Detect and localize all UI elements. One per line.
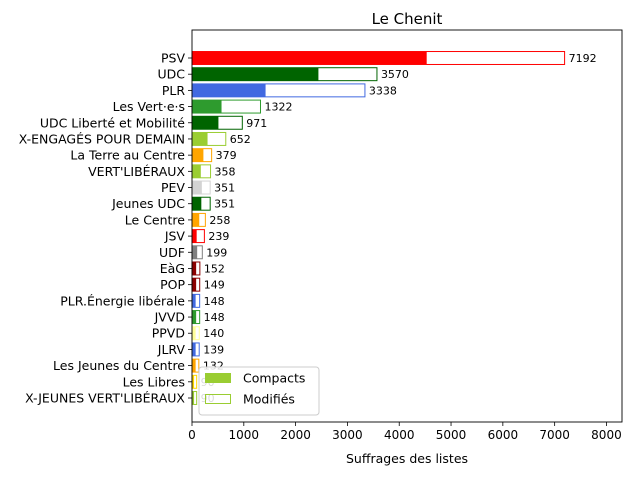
y-tick-label: JLRV [157, 342, 186, 357]
data-label: 149 [204, 279, 225, 292]
bar-compacts-3 [192, 100, 222, 114]
x-tick-label: 0 [188, 428, 196, 442]
x-tick-label: 4000 [384, 428, 415, 442]
bar-compacts-16 [192, 310, 197, 324]
bar-compacts-6 [192, 148, 204, 162]
y-tick-label: Les Libres [123, 374, 185, 389]
bar-compacts-4 [192, 116, 219, 130]
data-label: 140 [203, 327, 224, 340]
bar-compacts-14 [192, 278, 197, 292]
data-label: 358 [215, 165, 236, 178]
chart-title: Le Chenit [372, 10, 443, 28]
y-tick-label: PEV [161, 180, 185, 195]
data-label: 148 [204, 311, 225, 324]
data-label: 152 [204, 262, 225, 275]
legend-swatch-compacts [205, 373, 231, 383]
bar-compacts-13 [192, 262, 197, 275]
y-tick-label: X-JEUNES VERT'LIBÉRAUX [25, 391, 185, 406]
x-axis-title: Suffrages des listes [346, 451, 468, 466]
y-tick-label: Les Jeunes du Centre [53, 358, 185, 373]
y-tick-label: PLR.Énergie libérale [60, 293, 185, 308]
bar-compacts-19 [192, 359, 196, 373]
y-tick-label: VERT'LIBÉRAUX [88, 164, 185, 179]
bar-compacts-8 [192, 181, 202, 194]
legend-label: Compacts [243, 371, 305, 386]
data-label: 7192 [569, 52, 597, 65]
data-label: 351 [214, 198, 235, 211]
y-tick-label: PPVD [152, 326, 185, 341]
plot-frame [191, 29, 623, 423]
bar-compacts-2 [192, 83, 266, 97]
bar-compacts-0 [192, 51, 427, 65]
bar-compacts-21 [192, 391, 195, 405]
data-label: 3570 [381, 68, 409, 81]
bar-compacts-17 [192, 326, 196, 340]
data-label: 351 [214, 182, 235, 195]
data-label: 379 [216, 149, 237, 162]
y-tick-label: UDC Liberté et Mobilité [40, 115, 185, 130]
data-label: 3338 [369, 84, 397, 97]
data-label: 1322 [264, 101, 292, 114]
bar-compacts-20 [192, 375, 195, 389]
x-tick-label: 2000 [280, 428, 311, 442]
bar-compacts-1 [192, 67, 319, 81]
bar-compacts-5 [192, 132, 208, 146]
y-tick-label: PSV [161, 51, 185, 66]
bar-compacts-15 [192, 294, 196, 308]
y-tick-label: UDC [157, 67, 185, 82]
data-label: 199 [206, 246, 227, 259]
y-tick-label: Les Vert·e·s [113, 99, 185, 114]
y-tick-label: PLR [162, 83, 186, 98]
y-tick-label: JVVD [154, 310, 185, 325]
y-tick-label: Le Centre [125, 212, 186, 227]
y-tick-label: EàG [160, 261, 185, 276]
bar-compacts-7 [192, 164, 201, 178]
y-tick-label: JSV [164, 229, 186, 244]
x-tick-label: 8000 [591, 428, 622, 442]
data-label: 652 [230, 133, 251, 146]
data-label: 139 [203, 343, 224, 356]
x-tick-label: 3000 [332, 428, 363, 442]
y-tick-label: POP [160, 277, 185, 292]
data-label: 148 [204, 295, 225, 308]
x-tick-label: 6000 [488, 428, 519, 442]
bar-compacts-11 [192, 229, 197, 243]
bar-compacts-12 [192, 245, 198, 259]
data-label: 239 [208, 230, 229, 243]
y-tick-label: X-ENGAGÉS POUR DEMAIN [19, 131, 185, 146]
bar-compacts-18 [192, 342, 196, 356]
y-tick-label: La Terre au Centre [70, 148, 185, 163]
x-tick-label: 7000 [539, 428, 570, 442]
data-label: 971 [246, 117, 267, 130]
y-tick-label: Jeunes UDC [111, 196, 185, 211]
x-tick-label: 5000 [436, 428, 467, 442]
legend-swatch-modifies [205, 394, 231, 404]
y-tick-label: UDF [159, 245, 185, 260]
data-label: 258 [209, 214, 230, 227]
bar-compacts-10 [192, 213, 200, 227]
bar-compacts-9 [192, 197, 202, 211]
legend-label: Modifiés [243, 392, 295, 407]
x-tick-label: 1000 [229, 428, 260, 442]
